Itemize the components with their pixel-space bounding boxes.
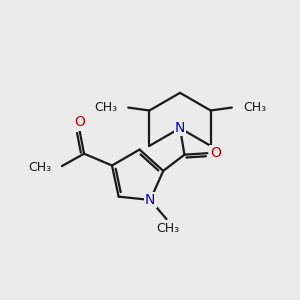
Text: CH₃: CH₃	[156, 222, 179, 235]
Text: O: O	[74, 116, 85, 130]
Text: CH₃: CH₃	[243, 101, 266, 114]
Text: N: N	[175, 121, 185, 135]
Text: N: N	[145, 193, 155, 207]
Text: CH₃: CH₃	[28, 161, 52, 174]
Text: O: O	[210, 146, 221, 160]
Text: CH₃: CH₃	[94, 101, 117, 114]
